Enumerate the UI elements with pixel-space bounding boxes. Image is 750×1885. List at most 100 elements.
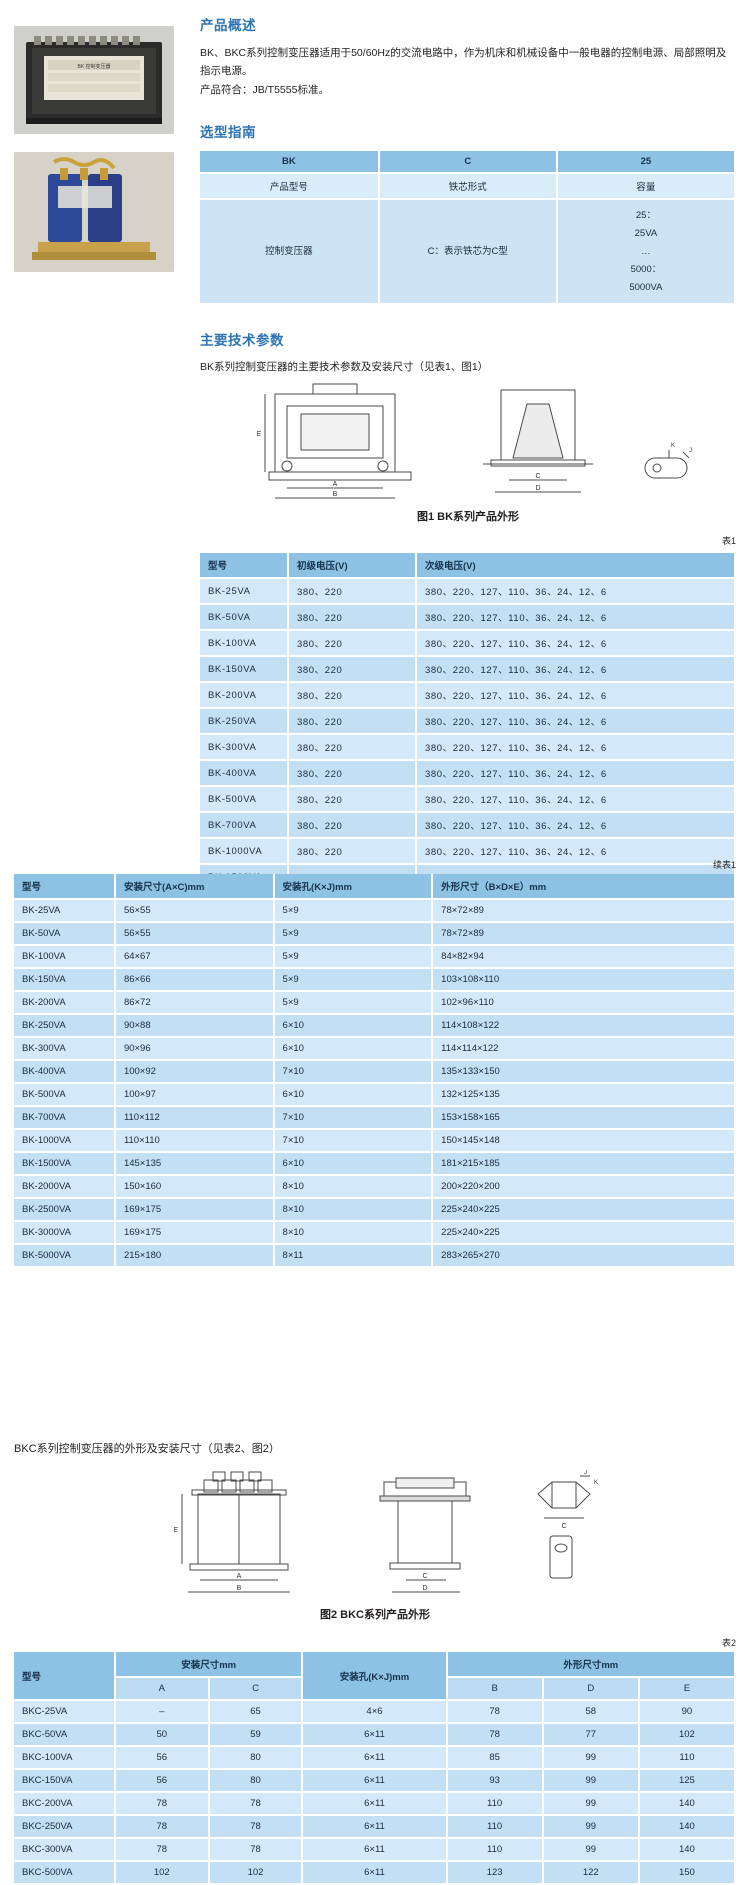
- table-row: BK-200VA 86×72 5×9 102×96×110: [14, 991, 736, 1015]
- bkc-cell-d: 122: [542, 1861, 640, 1885]
- bkc-cell-hole: 6×11: [302, 1792, 448, 1816]
- table-row: BKC-300VA 78 78 6×11 110 99 140: [14, 1838, 737, 1862]
- table1-cell-model: BK-250VA: [200, 708, 289, 736]
- overview-title: 产品概述: [200, 18, 256, 33]
- table-row: BK-1500VA 145×135 6×10 181×215×185: [14, 1152, 736, 1176]
- section-product-overview: 产品概述 BK、BKC系列控制变压器适用于50/60Hz的交流电路中，作为机床和…: [200, 14, 736, 99]
- svg-text:E: E: [174, 1527, 179, 1534]
- table1-cell-secondary: 380、220、127、110、36、24、12、6: [416, 812, 736, 840]
- section-selection-guide: 选型指南 BK C 25 产品型号 铁芯形式 容量 控: [200, 121, 737, 306]
- bkc-cell-a: 78: [114, 1792, 210, 1816]
- table1-cell-model: BK-25VA: [200, 578, 289, 606]
- table1-label: 表1: [721, 536, 736, 547]
- table-row: BKC-25VA –65 4×6 78 58 90: [14, 1700, 737, 1724]
- selection-sub-core: 铁芯形式: [378, 173, 558, 201]
- figure2-side-view: C D: [379, 1477, 471, 1593]
- bkc-cell-b: 110: [446, 1838, 544, 1862]
- svg-text:BK 控制变压器: BK 控制变压器: [77, 63, 110, 70]
- bkc-cell-d: 77: [542, 1723, 640, 1747]
- cont-cell-model: BK-200VA: [14, 991, 116, 1015]
- capacity-line-4: 5000：: [630, 263, 662, 275]
- cont-cell-model: BK-2500VA: [14, 1198, 116, 1222]
- cont-cell-outline: 78×72×89: [432, 922, 736, 946]
- table1-cell-secondary: 380、220、127、110、36、24、12、6: [416, 760, 736, 788]
- cont-cell-hole: 5×9: [273, 945, 434, 969]
- cont-cell-model: BK-100VA: [14, 945, 116, 969]
- bkc-cell-e: 90: [638, 1700, 737, 1724]
- table-row: BK-1000VA 380、220 380、220、127、110、36、24、12…: [200, 838, 736, 866]
- selection-sub-capacity: 容量: [556, 173, 737, 201]
- table-row: BKC-50VA 50 59 6×11 78 77 102: [14, 1723, 737, 1747]
- bkc-cell-d: 99: [542, 1769, 640, 1793]
- bkc-cell-hole: 6×11: [302, 1815, 448, 1839]
- table1-cell-primary: 380、220: [288, 838, 417, 866]
- table-row: BK-200VA 380、220 380、220、127、110、36、24、12、…: [200, 682, 736, 710]
- cont-cell-outline: 150×145×148: [432, 1129, 736, 1153]
- selection-value-capacity: 25： 25VA … 5000： 5000VA: [556, 199, 737, 306]
- bkc-cell-d: 99: [542, 1815, 640, 1839]
- cont-cell-model: BK-150VA: [14, 968, 116, 992]
- table-row: BK-1000VA 110×110 7×10 150×145×148: [14, 1129, 736, 1153]
- table-row: BK-25VA 380、220 380、220、127、110、36、24、12、6: [200, 578, 736, 606]
- table-row: BK-150VA 380、220 380、220、127、110、36、24、12、…: [200, 656, 736, 684]
- cont-cell-model: BK-400VA: [14, 1060, 116, 1084]
- cont-cell-hole: 5×9: [273, 922, 434, 946]
- selection-value-model: 控制变压器: [200, 199, 380, 306]
- cont-cell-model: BK-1000VA: [14, 1129, 116, 1153]
- bkc-header-mounting-size: 安装尺寸mm: [114, 1652, 304, 1678]
- cont-cell-outline: 200×220×200: [432, 1175, 736, 1199]
- bkc-cell-a: 50: [114, 1723, 210, 1747]
- cont-cell-hole: 8×11: [273, 1244, 434, 1268]
- cont-cell-outline: 103×108×110: [432, 968, 736, 992]
- cont-cell-outline: 114×114×122: [432, 1037, 736, 1061]
- table1-header-model: 型号: [200, 553, 289, 580]
- cont-cell-outline: 153×158×165: [432, 1106, 736, 1130]
- table-row: BK-100VA 380、220 380、220、127、110、36、24、12、…: [200, 630, 736, 658]
- cont-cell-mounting: 150×160: [114, 1175, 275, 1199]
- cont-cell-mounting: 56×55: [114, 899, 275, 923]
- cont-cell-model: BK-50VA: [14, 922, 116, 946]
- bkc-cell-model: BKC-150VA: [14, 1769, 116, 1793]
- figure2-front-view: E A B: [174, 1471, 290, 1593]
- bkc-cell-c: 80: [208, 1769, 304, 1793]
- bkc-cell-a: 78: [114, 1815, 210, 1839]
- figure-1-caption: 图1 BK系列产品外形: [416, 511, 520, 524]
- table1-cell-primary: 380、220: [288, 786, 417, 814]
- bkc-cell-a: 102: [114, 1861, 210, 1885]
- bkc-cell-model: BKC-50VA: [14, 1723, 116, 1747]
- cont-cell-mounting: 110×110: [114, 1129, 275, 1153]
- cont-cell-model: BK-25VA: [14, 899, 116, 923]
- cont-cell-model: BK-2000VA: [14, 1175, 116, 1199]
- table1-header-secondary: 次级电压(V): [416, 553, 736, 580]
- bkc-cell-b: 93: [446, 1769, 544, 1793]
- cont-cell-hole: 6×10: [273, 1014, 434, 1038]
- table-row: BK-400VA 380、220 380、220、127、110、36、24、12、…: [200, 760, 736, 788]
- overview-paragraph-2: 产品符合：JB/T5555标准。: [200, 83, 329, 96]
- bkc-cell-b: 110: [446, 1792, 544, 1816]
- bkc-cell-e: 125: [638, 1769, 737, 1793]
- cont-cell-hole: 7×10: [273, 1106, 434, 1130]
- table-row: BK-50VA 380、220 380、220、127、110、36、24、12、6: [200, 604, 736, 632]
- bkc-cell-a: 56: [114, 1746, 210, 1770]
- svg-text:D: D: [422, 1585, 427, 1592]
- table-row: BK-250VA 380、220 380、220、127、110、36、24、12、…: [200, 708, 736, 736]
- cont-cell-mounting: 215×180: [114, 1244, 275, 1268]
- table-row: BK-50VA 56×55 5×9 78×72×89: [14, 922, 736, 946]
- table-row: BK-2000VA 150×160 8×10 200×220×200: [14, 1175, 736, 1199]
- cont-cell-hole: 7×10: [273, 1129, 434, 1153]
- cont-cell-mounting: 90×88: [114, 1014, 275, 1038]
- product-photo-column: BK 控制变压器: [14, 26, 184, 290]
- capacity-line-3: …: [641, 245, 651, 257]
- cont-cell-mounting: 110×112: [114, 1106, 275, 1130]
- svg-text:B: B: [237, 1585, 242, 1592]
- bkc-cell-a: 78: [114, 1838, 210, 1862]
- bkc-cell-c: 65: [208, 1700, 304, 1724]
- table1-cell-model: BK-400VA: [200, 760, 289, 788]
- cont-cell-outline: 114×108×122: [432, 1014, 736, 1038]
- product-photo-bk-transformer: BK 控制变压器: [14, 26, 174, 134]
- cont-header-model: 型号: [14, 874, 116, 900]
- bkc-cell-e: 140: [638, 1815, 737, 1839]
- bkc-cell-d: 58: [542, 1700, 640, 1724]
- capacity-line-5: 5000VA: [629, 281, 663, 293]
- params-lead: BK系列控制变压器的主要技术参数及安装尺寸（见表1、图1）: [200, 361, 489, 374]
